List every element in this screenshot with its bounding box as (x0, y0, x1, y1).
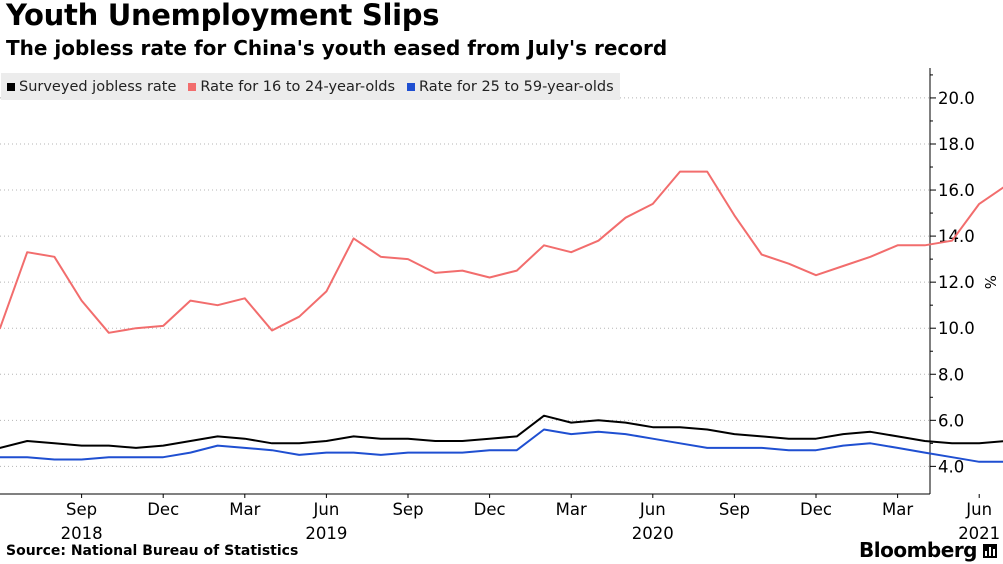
series-lines (0, 170, 1003, 463)
gridlines (0, 97, 930, 467)
x-tick-label: Dec (800, 500, 832, 519)
x-tick-label: Dec (147, 500, 179, 519)
bloomberg-chart-icon (983, 544, 997, 558)
legend: Surveyed jobless rate Rate for 16 to 24-… (1, 73, 620, 100)
y-tick-label: 16.0 (938, 181, 975, 200)
x-year-label: 2018 (61, 524, 103, 543)
series-line-0 (0, 414, 1003, 449)
legend-label-surveyed: Surveyed jobless rate (19, 78, 177, 95)
y-tick-label: 8.0 (938, 365, 964, 384)
x-tick-label: Mar (556, 500, 587, 519)
x-tick-label: Mar (882, 500, 913, 519)
chart-title: Youth Unemployment Slips (6, 0, 440, 32)
x-tick-label: Jun (965, 500, 992, 519)
x-tick-label: Mar (229, 500, 260, 519)
y-axis-unit: % (981, 275, 999, 289)
y-tick-label: 4.0 (938, 457, 964, 476)
x-tick-label: Sep (392, 500, 423, 519)
x-tick-label: Sep (66, 500, 97, 519)
y-tick-label: 18.0 (938, 135, 975, 154)
y-axis: 4.0 6.0 8.0 10.0 12.0 14.0 16.0 18.0 20.0% (929, 68, 999, 494)
source-note: Source: National Bureau of Statistics (6, 543, 299, 559)
legend-label-16-24: Rate for 16 to 24-year-olds (200, 78, 396, 95)
legend-swatch-16-24 (188, 82, 197, 91)
legend-item-16-24: Rate for 16 to 24-year-olds (188, 79, 395, 95)
x-tick-label: Jun (639, 500, 666, 519)
y-tick-label: 6.0 (938, 411, 964, 430)
chart-subtitle: The jobless rate for China's youth eased… (6, 36, 668, 60)
y-tick-label: 20.0 (938, 89, 975, 108)
series-line-2 (0, 428, 1003, 463)
legend-swatch-25-59 (407, 82, 416, 91)
x-year-label: 2020 (632, 524, 674, 543)
x-tick-label: Sep (719, 500, 750, 519)
series-line-1 (0, 170, 1003, 334)
legend-item-25-59: Rate for 25 to 59-year-olds (407, 79, 614, 95)
y-tick-label: 10.0 (938, 319, 975, 338)
x-tick-label: Dec (474, 500, 506, 519)
bloomberg-logo: Bloomberg (859, 538, 977, 562)
x-year-label: 2021 (958, 524, 1000, 543)
x-tick-label: Jun (313, 500, 340, 519)
x-axis: Sep 2018 Dec Mar Jun 2019 Sep Dec Mar Jun 2020 Sep D… (0, 493, 1000, 543)
y-tick-label: 14.0 (938, 227, 975, 246)
legend-item-surveyed: Surveyed jobless rate (7, 79, 176, 95)
legend-label-25-59: Rate for 25 to 59-year-olds (419, 78, 614, 95)
x-year-label: 2019 (305, 524, 347, 543)
y-tick-label: 12.0 (938, 273, 975, 292)
legend-swatch-surveyed (7, 82, 15, 91)
